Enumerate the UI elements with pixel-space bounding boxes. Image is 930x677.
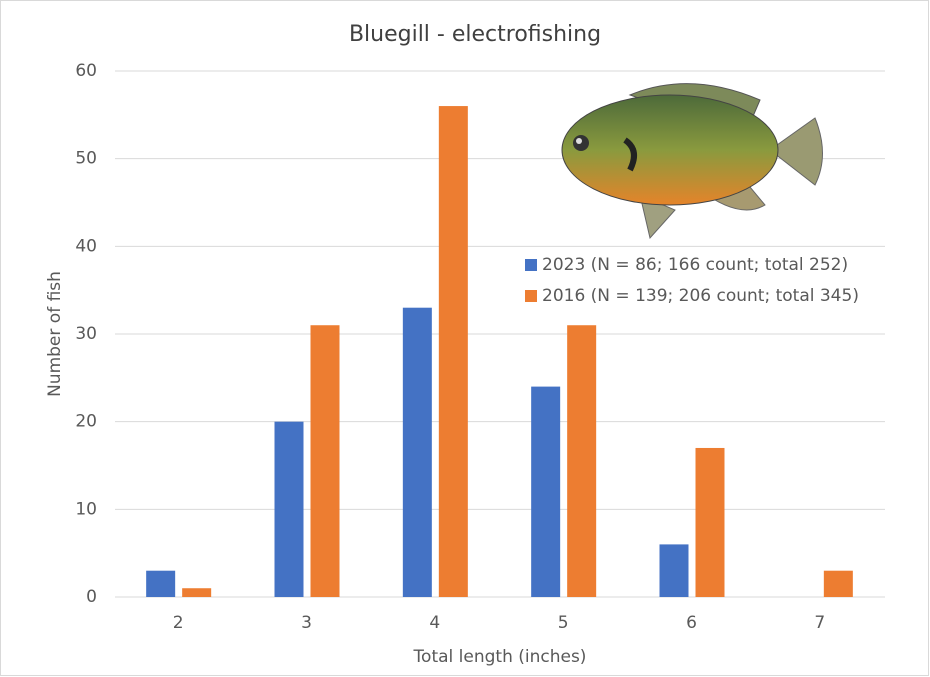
y-tick-label: 10 xyxy=(75,499,97,519)
bar xyxy=(823,570,853,597)
x-tick-label: 7 xyxy=(814,613,825,633)
x-tick-label: 6 xyxy=(686,613,697,633)
x-tick-label: 2 xyxy=(173,613,184,633)
x-axis-label: Total length (inches) xyxy=(413,647,587,667)
bar xyxy=(274,421,304,597)
chart-title: Bluegill - electrofishing xyxy=(349,22,601,47)
y-tick-label: 20 xyxy=(75,412,97,432)
y-axis-label: Number of fish xyxy=(45,271,65,397)
y-tick-label: 0 xyxy=(86,587,97,607)
x-tick-label: 4 xyxy=(429,613,440,633)
x-tick-label: 5 xyxy=(558,613,569,633)
y-tick-label: 60 xyxy=(75,61,97,81)
legend-swatch xyxy=(525,290,537,302)
bar xyxy=(695,447,725,597)
legend-label: 2023 (N = 86; 166 count; total 252) xyxy=(542,255,848,275)
bar xyxy=(567,325,597,597)
legend-swatch xyxy=(525,259,537,271)
bar xyxy=(402,307,432,597)
bar xyxy=(310,325,340,597)
y-tick-label: 30 xyxy=(75,324,97,344)
y-tick-label: 40 xyxy=(75,236,97,256)
bar xyxy=(182,588,212,597)
bar xyxy=(438,106,468,598)
y-tick-label: 50 xyxy=(75,149,97,169)
legend-label: 2016 (N = 139; 206 count; total 345) xyxy=(542,286,859,306)
fish-illustration xyxy=(561,83,823,240)
bar xyxy=(659,544,689,597)
x-tick-label: 3 xyxy=(301,613,312,633)
bar xyxy=(146,570,176,597)
bar xyxy=(531,386,561,597)
